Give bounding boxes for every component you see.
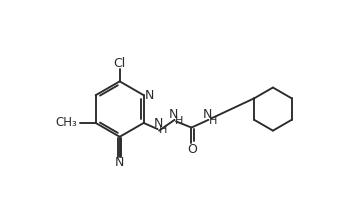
Text: H: H: [209, 116, 217, 126]
Text: N: N: [145, 89, 155, 102]
Text: H: H: [159, 125, 167, 135]
Text: N: N: [154, 117, 163, 130]
Text: N: N: [115, 156, 124, 170]
Text: N: N: [203, 108, 212, 121]
Text: O: O: [187, 143, 197, 156]
Text: H: H: [175, 116, 183, 126]
Text: Cl: Cl: [114, 57, 126, 70]
Text: CH₃: CH₃: [55, 116, 77, 129]
Text: N: N: [169, 108, 178, 121]
